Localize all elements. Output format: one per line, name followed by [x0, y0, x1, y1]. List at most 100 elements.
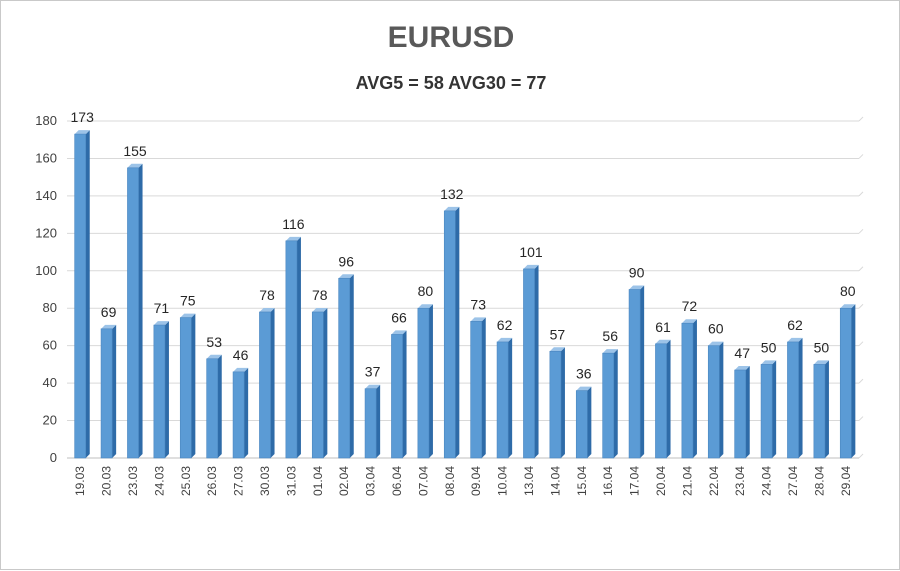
- x-tick-label: 19.03: [73, 466, 87, 496]
- bar-top: [629, 285, 645, 290]
- data-label: 72: [682, 298, 698, 314]
- gridline-depth: [858, 453, 864, 459]
- bar-top: [497, 337, 513, 342]
- y-tick-label: 0: [50, 450, 57, 465]
- bar-top: [787, 337, 803, 342]
- bar-side: [640, 285, 645, 458]
- bar-top: [549, 347, 565, 352]
- data-label: 132: [440, 186, 464, 202]
- data-label: 60: [708, 321, 724, 337]
- bar-top: [180, 313, 196, 318]
- data-label: 46: [233, 347, 249, 363]
- x-tick-label: 23.03: [126, 466, 140, 496]
- x-tick-label: 09.04: [469, 466, 483, 496]
- chart-subtitle: AVG5 = 58 AVG30 = 77: [355, 73, 547, 93]
- bar-side: [798, 337, 803, 458]
- bar-side: [376, 384, 381, 458]
- x-tick-label: 01.04: [311, 466, 325, 496]
- data-label: 47: [734, 345, 750, 361]
- bar-side: [560, 347, 565, 458]
- bar-side: [508, 337, 513, 458]
- bar-side: [851, 304, 856, 458]
- gridline-depth: [858, 416, 864, 421]
- bar-top: [233, 367, 249, 372]
- data-label: 75: [180, 293, 196, 309]
- bar-top: [338, 274, 354, 279]
- bar: [206, 358, 219, 459]
- data-label: 155: [123, 143, 147, 159]
- bar: [523, 268, 535, 459]
- x-tick-label: 30.03: [258, 466, 272, 496]
- bar-side: [296, 236, 301, 458]
- x-tick-label: 27.03: [232, 466, 246, 496]
- bar-top: [681, 319, 697, 324]
- data-label: 36: [576, 366, 592, 382]
- gridline-depth: [858, 191, 864, 197]
- bar: [470, 321, 483, 459]
- bar: [338, 277, 351, 459]
- bar: [391, 334, 403, 459]
- chart-title: EURUSD: [387, 21, 515, 54]
- bar-side: [772, 360, 777, 458]
- bar-side: [428, 304, 433, 458]
- data-label: 62: [787, 317, 803, 333]
- data-label: 57: [550, 326, 566, 342]
- bar-side: [164, 321, 169, 458]
- bar: [655, 343, 667, 459]
- bar-side: [112, 324, 117, 458]
- bar-top: [734, 366, 750, 371]
- y-tick-label: 100: [35, 263, 57, 278]
- bar-side: [534, 264, 539, 458]
- bar-top: [285, 236, 301, 241]
- x-tick-label: 22.04: [707, 466, 721, 496]
- data-label: 71: [154, 300, 170, 316]
- gridline-depth: [858, 228, 864, 234]
- bar-top: [840, 304, 856, 309]
- bar: [417, 307, 430, 459]
- bar-top: [365, 384, 381, 389]
- bar-top: [101, 324, 117, 329]
- bar: [364, 388, 377, 459]
- bar-side: [191, 313, 196, 458]
- y-tick-label: 140: [35, 188, 57, 203]
- bar-side: [217, 354, 222, 458]
- x-tick-label: 28.04: [812, 466, 826, 496]
- bar: [153, 324, 166, 459]
- bar: [443, 210, 456, 459]
- bar: [813, 364, 826, 459]
- bar-top: [813, 360, 829, 365]
- bar-side: [692, 319, 697, 458]
- bar: [575, 390, 588, 459]
- x-tick-label: 24.04: [760, 466, 774, 496]
- data-label: 69: [101, 304, 117, 320]
- bar-top: [312, 307, 328, 312]
- y-tick-label: 40: [43, 375, 57, 390]
- x-tick-label: 16.04: [601, 466, 615, 496]
- data-label: 173: [71, 109, 95, 125]
- bar-top: [391, 330, 407, 335]
- bar: [311, 311, 324, 459]
- x-tick-label: 23.04: [733, 466, 747, 496]
- data-label: 73: [470, 296, 486, 312]
- x-tick-label: 20.03: [100, 466, 114, 496]
- data-label: 80: [418, 283, 434, 299]
- bar-side: [587, 386, 592, 458]
- bar-side: [323, 307, 328, 458]
- data-label: 96: [338, 253, 354, 269]
- x-tick-label: 10.04: [496, 466, 510, 496]
- y-tick-label: 120: [35, 225, 57, 240]
- bar: [496, 341, 509, 459]
- y-tick-label: 20: [43, 413, 57, 428]
- data-label: 78: [259, 287, 275, 303]
- bar-side: [666, 339, 671, 458]
- bar: [179, 317, 192, 459]
- bar: [549, 350, 562, 459]
- x-tick-label: 24.03: [152, 466, 166, 496]
- x-tick-label: 25.03: [179, 466, 193, 496]
- data-label: 116: [282, 216, 305, 232]
- bar-top: [602, 349, 618, 354]
- bar-side: [745, 366, 750, 458]
- y-tick-label: 160: [35, 150, 57, 165]
- bar-side: [613, 349, 618, 458]
- bar: [787, 341, 799, 459]
